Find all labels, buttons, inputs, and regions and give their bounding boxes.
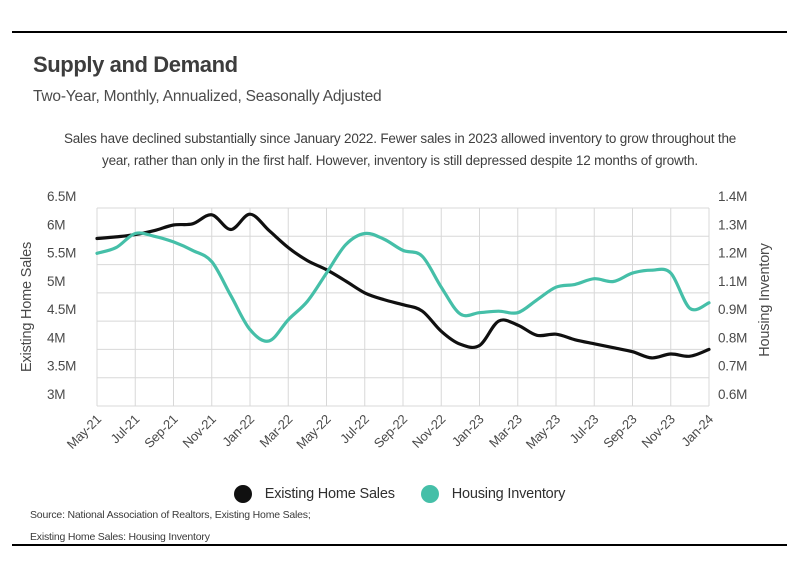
x-tick-label: Mar-23 xyxy=(486,412,525,451)
legend-item-housing-inventory: Housing Inventory xyxy=(420,485,566,503)
y-tick-label-right: 1.1M xyxy=(718,274,747,289)
x-tick-label: Nov-22 xyxy=(409,412,448,451)
legend-item-existing-home-sales: Existing Home Sales xyxy=(233,485,395,503)
x-tick-label: Nov-21 xyxy=(179,412,218,451)
source-line-2: Existing Home Sales: Housing Inventory xyxy=(30,531,210,543)
x-tick-label: Jul-23 xyxy=(567,412,602,447)
series-line-housing-inventory xyxy=(95,231,711,343)
x-tick-label: Sep-23 xyxy=(600,412,639,451)
source-line-1: Source: National Association of Realtors… xyxy=(30,509,311,521)
x-tick-label: Jan-23 xyxy=(449,412,487,450)
y-tick-label-right: 0.9M xyxy=(718,302,747,317)
y-tick-label-left: 6M xyxy=(47,217,65,232)
legend-label: Existing Home Sales xyxy=(264,486,395,502)
top-rule xyxy=(12,31,787,33)
x-tick-label: Sep-22 xyxy=(371,412,410,451)
legend-label: Housing Inventory xyxy=(451,486,566,502)
x-tick-label: Nov-23 xyxy=(638,412,677,451)
y-tick-label-right: 0.7M xyxy=(718,359,747,374)
bottom-rule xyxy=(12,544,787,546)
x-tick-label: Jul-22 xyxy=(337,412,372,447)
x-tick-label: Mar-22 xyxy=(256,412,295,451)
left-axis-title: Existing Home Sales xyxy=(19,242,35,372)
y-tick-label-left: 3.5M xyxy=(47,359,76,374)
x-tick-label: Jul-21 xyxy=(108,412,143,447)
y-tick-label-left: 5.5M xyxy=(47,246,76,261)
y-tick-label-left: 5M xyxy=(47,274,65,289)
y-tick-label-left: 4M xyxy=(47,330,65,345)
x-tick-label: May-22 xyxy=(293,412,333,452)
y-tick-label-right: 1.4M xyxy=(718,189,747,204)
chart-description: Sales have declined substantially since … xyxy=(63,131,737,168)
y-tick-label-right: 0.6M xyxy=(718,387,747,402)
series-line-existing-home-sales xyxy=(95,212,711,360)
y-tick-label-right: 0.8M xyxy=(718,330,747,345)
x-tick-label: May-21 xyxy=(64,412,104,452)
right-axis-title: Housing Inventory xyxy=(757,242,773,356)
x-tick-label: Sep-21 xyxy=(141,412,180,451)
y-tick-label-left: 3M xyxy=(47,387,65,402)
page-subtitle: Two-Year, Monthly, Annualized, Seasonall… xyxy=(33,88,382,105)
chart-legend: Existing Home Sales Housing Inventory xyxy=(0,485,799,503)
y-tick-label-right: 1.3M xyxy=(718,217,747,232)
y-tick-label-left: 4.5M xyxy=(47,302,76,317)
x-tick-label: Jan-22 xyxy=(219,412,257,450)
x-tick-label: May-23 xyxy=(523,412,563,452)
legend-dot-teal xyxy=(420,485,439,503)
legend-dot-black xyxy=(233,485,252,503)
y-tick-label-right: 1.2M xyxy=(718,246,747,261)
page-title: Supply and Demand xyxy=(33,52,238,77)
x-tick-label: Jan-24 xyxy=(678,412,716,450)
y-tick-label-left: 6.5M xyxy=(47,189,76,204)
